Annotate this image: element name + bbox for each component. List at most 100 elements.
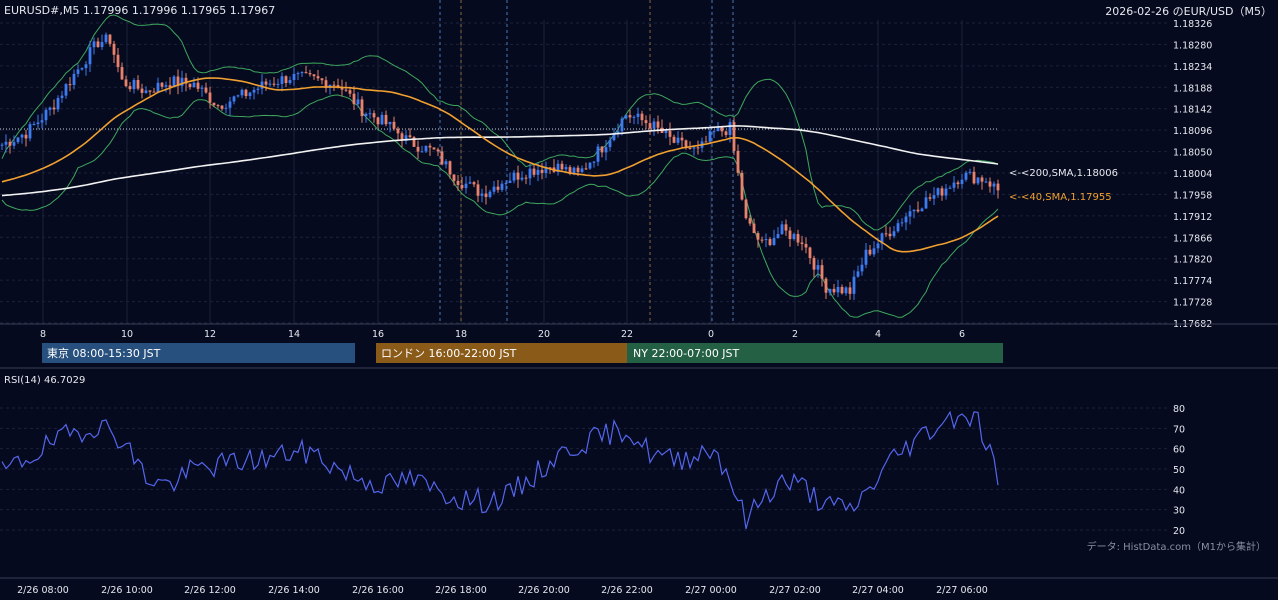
candle-body [332,84,336,86]
candle-body [988,181,992,187]
candle-body [888,233,892,237]
candle-body [924,197,928,209]
candle-body [24,134,28,139]
time-tick-label: 2/26 08:00 [17,585,69,596]
candle-body [76,69,80,74]
candle-body [800,242,804,244]
candle-body [100,42,104,48]
candle-body [360,99,364,117]
candle-body [848,287,852,294]
candle-body [436,149,440,152]
candle-body [728,122,732,135]
candle-body [524,177,528,179]
candle-body [572,167,576,174]
candle-body [568,167,572,174]
candle-body [688,148,692,150]
candle-body [528,168,532,179]
hour-tick-label: 22 [621,329,633,340]
candle-body [428,145,432,148]
price-tick-label: 1.17958 [1173,190,1212,201]
price-tick-label: 1.17820 [1173,255,1212,266]
candle-body [72,73,76,85]
candle-body [780,224,784,234]
candle-body [964,172,968,180]
candle-body [36,122,40,125]
candle-body [296,73,300,75]
candle-body [288,80,292,84]
candle-body [392,121,396,129]
candle-body [224,107,228,109]
candle-body [672,136,676,143]
session-tokyo [42,343,355,363]
candle-body [468,182,472,184]
candle-body [628,115,632,118]
candle-body [324,80,328,88]
session-bar: 東京 08:00-15:30 JST ロンドン 16:00-22:00 JST … [42,343,1003,363]
candle-body [256,88,260,90]
candle-body [204,87,208,93]
candle-body [348,90,352,94]
price-tick-label: 1.17912 [1173,212,1212,223]
hour-tick-label: 2 [792,329,798,340]
candle-body [960,179,964,185]
candle-body [372,113,376,118]
rsi-tick-label: 40 [1173,485,1185,496]
candle-body [168,85,172,88]
candle-body [40,120,44,123]
candle-body [632,116,636,118]
rsi-tick-label: 30 [1173,506,1185,517]
candle-body [64,84,68,96]
candle-body [816,265,820,270]
candle-body [132,80,136,90]
candle-body [404,135,408,141]
candle-body [408,135,412,138]
candle-body [28,124,32,139]
candle-body [644,120,648,124]
candle-body [192,82,196,88]
candle-body [584,168,588,170]
candle-body [864,249,868,265]
candle-body [216,105,220,107]
candle-body [732,122,736,151]
candle-body [592,161,596,163]
candle-body [860,264,864,272]
candle-body [128,86,132,90]
sma40-label: <-<40,SMA,1.17955 [1009,192,1112,203]
candle-body [896,223,900,232]
candle-body [856,271,860,277]
candle-body [752,223,756,234]
candle-body [480,193,484,196]
candle-body [160,82,164,87]
candle-body [276,83,280,85]
candle-body [828,288,832,293]
candle-body [380,114,384,125]
candle-body [872,248,876,255]
candle-body [312,74,316,77]
candle-body [368,113,372,115]
session-ny-label: NY 22:00-07:00 JST [633,347,740,360]
candle-body [260,81,264,89]
candle-body [236,95,240,97]
candle-body [420,151,424,153]
candle-body [80,68,84,70]
symbol-info: EURUSD#,M5 1.17996 1.17996 1.17965 1.179… [4,4,275,17]
hour-tick-label: 16 [372,329,384,340]
candle-body [412,137,416,147]
candle-body [0,144,4,146]
candle-body [980,177,984,182]
candlestick-series [0,32,1000,301]
candle-body [500,183,504,190]
candle-body [452,174,456,181]
time-tick-label: 2/26 14:00 [268,585,320,596]
candle-body [84,64,88,69]
candle-body [784,224,788,231]
rsi-grid [0,407,1170,531]
candle-body [148,90,152,92]
hour-tick-label: 20 [538,329,550,340]
candle-body [280,76,284,84]
candle-body [20,134,24,138]
candle-body [188,83,192,88]
candle-body [396,128,400,134]
candle-body [440,151,444,165]
